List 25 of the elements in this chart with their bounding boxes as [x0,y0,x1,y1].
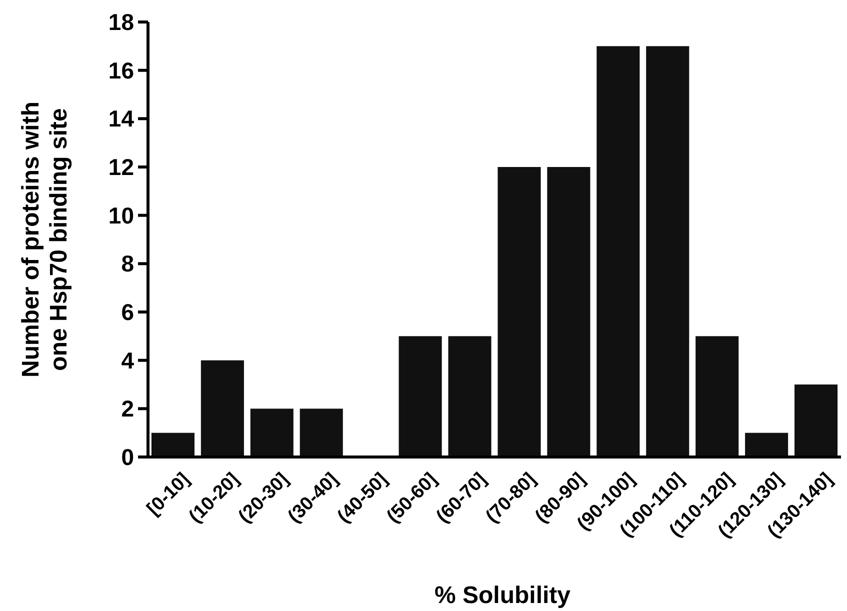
bar [151,432,194,457]
bar [498,167,541,457]
bar [745,432,788,457]
y-tick-label: 10 [108,202,134,228]
y-tick-label: 8 [121,250,134,277]
bar [200,360,244,457]
bar [696,336,739,457]
y-tick-label: 16 [108,57,134,84]
bar [250,408,294,457]
y-tick-label: 14 [108,106,134,132]
bar [794,384,838,457]
bar [646,46,690,457]
y-tick-label: 6 [121,299,134,326]
y-tick-label: 2 [121,396,134,422]
y-tick-label: 18 [108,9,134,36]
bar [596,46,640,457]
bar [398,336,442,457]
y-tick-label: 12 [108,154,134,180]
bar [300,408,343,457]
y-axis-title: Number of proteins with one Hsp70 binding site [17,102,72,378]
bar [547,167,590,457]
y-tick-label: 4 [121,347,134,374]
y-tick-label: 0 [121,444,134,470]
bar [448,336,492,457]
x-axis-title: % Solubility [434,582,572,609]
